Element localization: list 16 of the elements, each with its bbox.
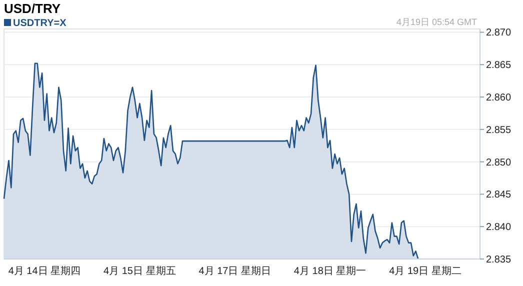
x-tick-label: 4月 17日 星期日 (198, 265, 271, 277)
x-tick-label: 4月 18日 星期一 (294, 265, 366, 277)
y-tick-label: 2.860 (486, 92, 512, 104)
y-tick-label: 2.850 (486, 157, 512, 168)
x-tick-label: 4月 19日 星期二 (389, 265, 462, 277)
y-tick-label: 2.835 (486, 254, 512, 266)
y-tick-label: 2.865 (486, 60, 512, 72)
legend-label: USDTRY=X (13, 18, 67, 29)
x-tick-label: 4月 14日 星期四 (8, 265, 81, 277)
y-tick-label: 2.845 (486, 190, 512, 201)
chart-title: USD/TRY (4, 1, 61, 16)
y-tick-label: 2.870 (486, 28, 512, 39)
x-tick-label: 4月 15日 星期五 (104, 265, 176, 277)
text: 4月19日 05:54 GMT (396, 17, 478, 27)
y-tick-label: 2.855 (486, 124, 512, 136)
y-tick-label: 2.840 (486, 222, 512, 234)
